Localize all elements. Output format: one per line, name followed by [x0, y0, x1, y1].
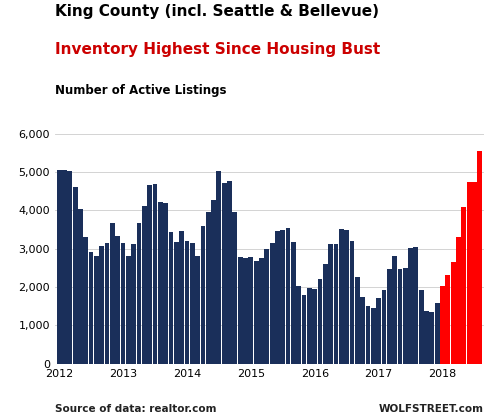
Bar [446, 275, 450, 364]
Bar [275, 231, 280, 364]
Bar [158, 201, 163, 364]
Bar [238, 257, 243, 364]
Bar [414, 247, 418, 364]
Bar [89, 252, 93, 364]
Bar [249, 257, 253, 364]
Bar [478, 150, 482, 364]
Bar [94, 255, 99, 364]
Bar [419, 290, 424, 364]
Bar [408, 248, 413, 364]
Bar [355, 277, 360, 364]
Bar [387, 269, 392, 364]
Bar [286, 228, 290, 364]
Bar [344, 230, 349, 364]
Bar [360, 297, 365, 364]
Text: WOLFSTREET.com: WOLFSTREET.com [379, 404, 484, 414]
Bar [270, 243, 274, 364]
Bar [280, 229, 285, 364]
Bar [296, 286, 301, 364]
Bar [110, 223, 115, 364]
Bar [334, 245, 338, 364]
Bar [137, 223, 141, 364]
Bar [254, 261, 258, 364]
Bar [318, 279, 322, 364]
Bar [323, 265, 328, 364]
Bar [371, 308, 376, 364]
Bar [174, 242, 179, 364]
Bar [153, 184, 157, 364]
Bar [398, 269, 402, 364]
Bar [57, 170, 61, 364]
Bar [259, 258, 264, 364]
Bar [435, 303, 440, 364]
Bar [291, 242, 296, 364]
Bar [99, 247, 104, 364]
Bar [67, 171, 72, 364]
Bar [62, 170, 67, 364]
Bar [169, 232, 173, 364]
Bar [217, 171, 221, 364]
Bar [121, 242, 125, 364]
Bar [163, 203, 168, 364]
Bar [456, 237, 461, 364]
Bar [105, 243, 109, 364]
Bar [312, 289, 317, 364]
Bar [115, 237, 120, 364]
Bar [201, 226, 205, 364]
Bar [227, 181, 232, 364]
Bar [440, 286, 445, 364]
Text: King County (incl. Seattle & Bellevue): King County (incl. Seattle & Bellevue) [55, 4, 379, 19]
Bar [403, 268, 408, 364]
Bar [211, 200, 216, 364]
Bar [264, 249, 269, 364]
Bar [131, 244, 136, 364]
Bar [142, 206, 147, 364]
Bar [73, 186, 77, 364]
Bar [206, 212, 211, 364]
Bar [424, 311, 429, 364]
Bar [243, 258, 248, 364]
Bar [382, 290, 386, 364]
Bar [462, 206, 466, 364]
Text: Inventory Highest Since Housing Bust: Inventory Highest Since Housing Bust [55, 42, 380, 57]
Bar [339, 229, 344, 364]
Bar [78, 209, 83, 364]
Bar [126, 256, 131, 364]
Text: Source of data: realtor.com: Source of data: realtor.com [55, 404, 217, 414]
Bar [472, 182, 477, 364]
Bar [185, 241, 189, 364]
Bar [83, 237, 88, 364]
Bar [190, 243, 195, 364]
Bar [451, 262, 456, 364]
Bar [376, 298, 381, 364]
Bar [366, 306, 370, 364]
Bar [328, 244, 333, 364]
Bar [302, 295, 306, 364]
Bar [307, 288, 312, 364]
Text: Number of Active Listings: Number of Active Listings [55, 84, 227, 97]
Bar [430, 312, 434, 364]
Bar [392, 256, 397, 364]
Bar [222, 183, 227, 364]
Bar [195, 256, 200, 364]
Bar [179, 232, 184, 364]
Bar [467, 182, 472, 364]
Bar [147, 186, 152, 364]
Bar [350, 241, 354, 364]
Bar [233, 212, 237, 364]
